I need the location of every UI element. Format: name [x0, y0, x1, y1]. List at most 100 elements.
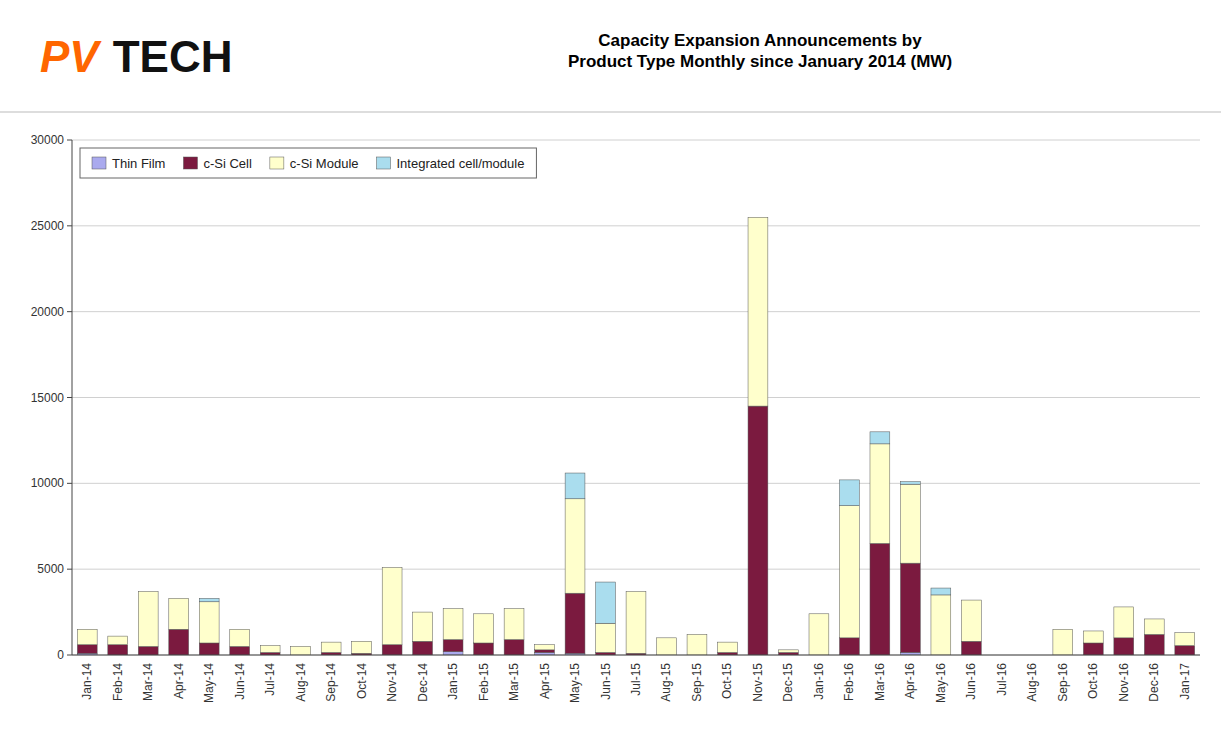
x-tick-label: May-14 — [202, 663, 216, 703]
bar-segment — [321, 642, 341, 652]
legend: Thin Filmc-Si Cellc-Si ModuleIntegrated … — [80, 148, 536, 178]
x-tick-label: Apr-15 — [538, 663, 552, 699]
bar-segment — [1083, 630, 1103, 631]
bar-segment — [565, 473, 585, 499]
bar-segment — [657, 638, 677, 655]
bar-segment — [900, 482, 920, 485]
header-separator — [0, 112, 1221, 113]
x-tick-label: Jul-14 — [263, 663, 277, 696]
grid-line — [72, 311, 1200, 312]
grid-line — [72, 483, 1200, 484]
y-tick-label: 25000 — [31, 219, 65, 233]
x-tick-label: Oct-14 — [355, 663, 369, 699]
logo-text: PV — [40, 32, 102, 81]
bar-segment — [504, 608, 524, 609]
bar-segment — [1175, 646, 1195, 655]
y-tick — [67, 225, 72, 226]
title-line: Product Type Monthly since January 2014 … — [568, 52, 952, 71]
bar-segment — [535, 645, 555, 650]
bar-segment — [138, 646, 158, 655]
x-tick-label: Jan-14 — [80, 663, 94, 700]
bar-segment — [169, 598, 189, 629]
bar-segment — [839, 506, 859, 638]
bar-segment — [230, 646, 250, 655]
legend-swatch — [377, 157, 391, 169]
bar-segment — [382, 567, 402, 644]
bar-segment — [230, 629, 250, 630]
grid-line — [72, 569, 1200, 570]
x-axis — [72, 655, 1200, 656]
bar-segment — [199, 598, 219, 601]
bar-segment — [839, 638, 859, 655]
bar-segment — [199, 643, 219, 655]
x-tick-label: Nov-15 — [751, 663, 765, 702]
legend-swatch — [92, 157, 106, 169]
x-tick-label: Mar-16 — [873, 663, 887, 701]
grid-line — [72, 140, 1200, 141]
x-tick-label: Jan-15 — [446, 663, 460, 700]
bar-segment — [839, 480, 859, 506]
bar-segment — [1114, 606, 1134, 607]
bar-segment — [474, 643, 494, 655]
bar-segment — [809, 614, 829, 655]
bar-segment — [108, 636, 128, 637]
bar-segment — [1144, 619, 1164, 634]
x-tick-label: Dec-14 — [416, 663, 430, 702]
bar-segment — [1144, 618, 1164, 619]
x-tick-label: Sep-15 — [690, 663, 704, 702]
bar-segment — [1144, 634, 1164, 655]
x-tick-label: Feb-16 — [842, 663, 856, 701]
bar-segment — [961, 600, 981, 601]
logo-text: TECH — [113, 32, 233, 81]
bar-segment — [870, 543, 890, 655]
bar-segment — [1053, 629, 1073, 630]
bar-segment — [1083, 643, 1103, 655]
x-tick-label: Nov-16 — [1117, 663, 1131, 702]
bar-segment — [779, 650, 799, 653]
x-tick-label: Jun-16 — [964, 663, 978, 700]
x-tick-label: Jun-14 — [233, 663, 247, 700]
bar-segment — [138, 591, 158, 592]
bar-segment — [626, 591, 646, 592]
legend-swatch — [270, 157, 284, 169]
bar-segment — [474, 613, 494, 614]
bar-segment — [504, 609, 524, 640]
y-tick — [67, 397, 72, 398]
bar-segment — [413, 612, 433, 613]
bar-segment — [626, 591, 646, 653]
x-tick-label: Nov-14 — [385, 663, 399, 702]
bar-segment — [77, 629, 97, 644]
bar-segment — [900, 563, 920, 652]
bar-segment — [443, 609, 463, 640]
y-tick-label: 30000 — [31, 133, 65, 147]
legend-label: Integrated cell/module — [397, 156, 525, 171]
x-tick-label: Jul-16 — [995, 663, 1009, 696]
legend-label: c-Si Module — [290, 156, 359, 171]
bar-segment — [687, 634, 707, 635]
x-tick-label: Jan-16 — [812, 663, 826, 700]
bar-segment — [77, 645, 97, 654]
x-tick-label: Oct-15 — [720, 663, 734, 699]
y-tick-label: 10000 — [31, 476, 65, 490]
x-tick-label: Aug-16 — [1025, 663, 1039, 702]
bar-segment — [443, 640, 463, 652]
bar-segment — [1114, 638, 1134, 655]
bar-segment — [657, 637, 677, 638]
bar-segment — [565, 499, 585, 593]
x-tick-label: Feb-15 — [477, 663, 491, 701]
bar-segment — [260, 645, 280, 646]
y-tick — [67, 311, 72, 312]
x-tick-label: Dec-15 — [781, 663, 795, 702]
bar-segment — [108, 636, 128, 645]
y-tick-label: 0 — [57, 648, 64, 662]
bar-segment — [321, 642, 341, 643]
bar-segment — [1053, 629, 1073, 655]
y-tick — [67, 655, 72, 656]
bar-segment — [169, 629, 189, 655]
x-tick-label: May-16 — [934, 663, 948, 703]
grid-line — [72, 655, 1200, 656]
x-tick-label: Jun-15 — [599, 663, 613, 700]
bar-segment — [748, 217, 768, 218]
bar-segment — [291, 646, 311, 655]
grid-line — [72, 397, 1200, 398]
